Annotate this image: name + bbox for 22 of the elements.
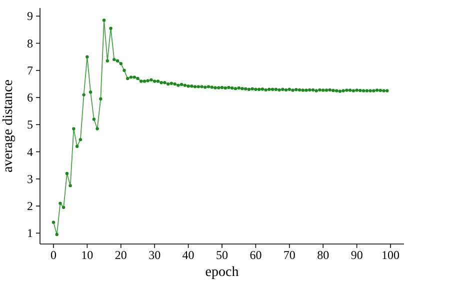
x-tick-label: 90: [350, 248, 363, 262]
y-tick-label: 3: [27, 172, 33, 186]
x-tick-label: 40: [182, 248, 194, 262]
x-tick-label: 30: [148, 248, 161, 262]
x-tick-label: 60: [250, 248, 262, 262]
y-tick-label: 6: [27, 90, 33, 105]
x-tick-label: 70: [283, 248, 296, 262]
y-tick-label: 7: [27, 63, 33, 78]
x-axis-title: epoch: [205, 265, 239, 280]
x-tick-label: 50: [216, 248, 228, 262]
y-tick-label: 2: [27, 199, 33, 214]
x-tick-label: 80: [317, 248, 330, 262]
x-tick-label: 0: [50, 248, 56, 262]
x-tick-label: 10: [81, 248, 94, 262]
x-tick-label: 20: [114, 248, 127, 262]
y-axis-title: average distance: [1, 80, 16, 172]
y-tick-label: 1: [27, 226, 33, 240]
y-tick-label: 8: [27, 36, 33, 50]
x-tick-label: 100: [382, 248, 400, 262]
y-tick-label: 5: [27, 118, 33, 132]
y-tick-label: 9: [27, 9, 33, 24]
y-tick-label: 4: [27, 144, 33, 159]
